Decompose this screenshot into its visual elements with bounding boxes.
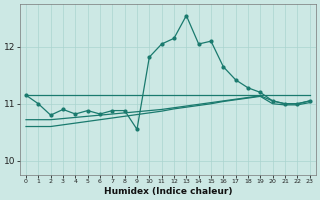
X-axis label: Humidex (Indice chaleur): Humidex (Indice chaleur)	[104, 187, 232, 196]
